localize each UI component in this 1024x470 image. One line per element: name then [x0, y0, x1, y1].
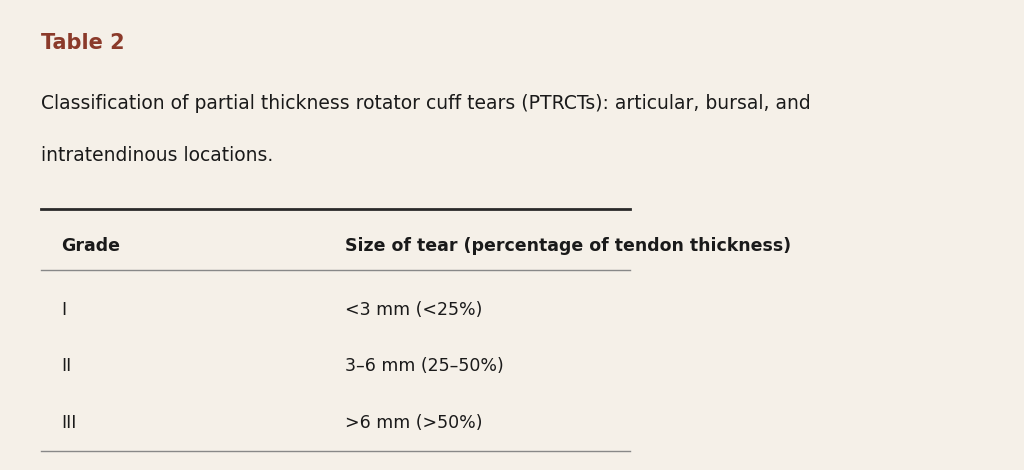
Text: <3 mm (<25%): <3 mm (<25%): [345, 301, 483, 319]
Text: Table 2: Table 2: [41, 33, 124, 53]
Text: >6 mm (>50%): >6 mm (>50%): [345, 414, 483, 431]
Text: I: I: [61, 301, 67, 319]
Text: 3–6 mm (25–50%): 3–6 mm (25–50%): [345, 357, 504, 375]
Text: intratendinous locations.: intratendinous locations.: [41, 146, 272, 164]
Text: III: III: [61, 414, 77, 431]
Text: Classification of partial thickness rotator cuff tears (PTRCTs): articular, burs: Classification of partial thickness rota…: [41, 94, 810, 113]
Text: II: II: [61, 357, 72, 375]
Text: Grade: Grade: [61, 237, 120, 255]
Text: Size of tear (percentage of tendon thickness): Size of tear (percentage of tendon thick…: [345, 237, 792, 255]
